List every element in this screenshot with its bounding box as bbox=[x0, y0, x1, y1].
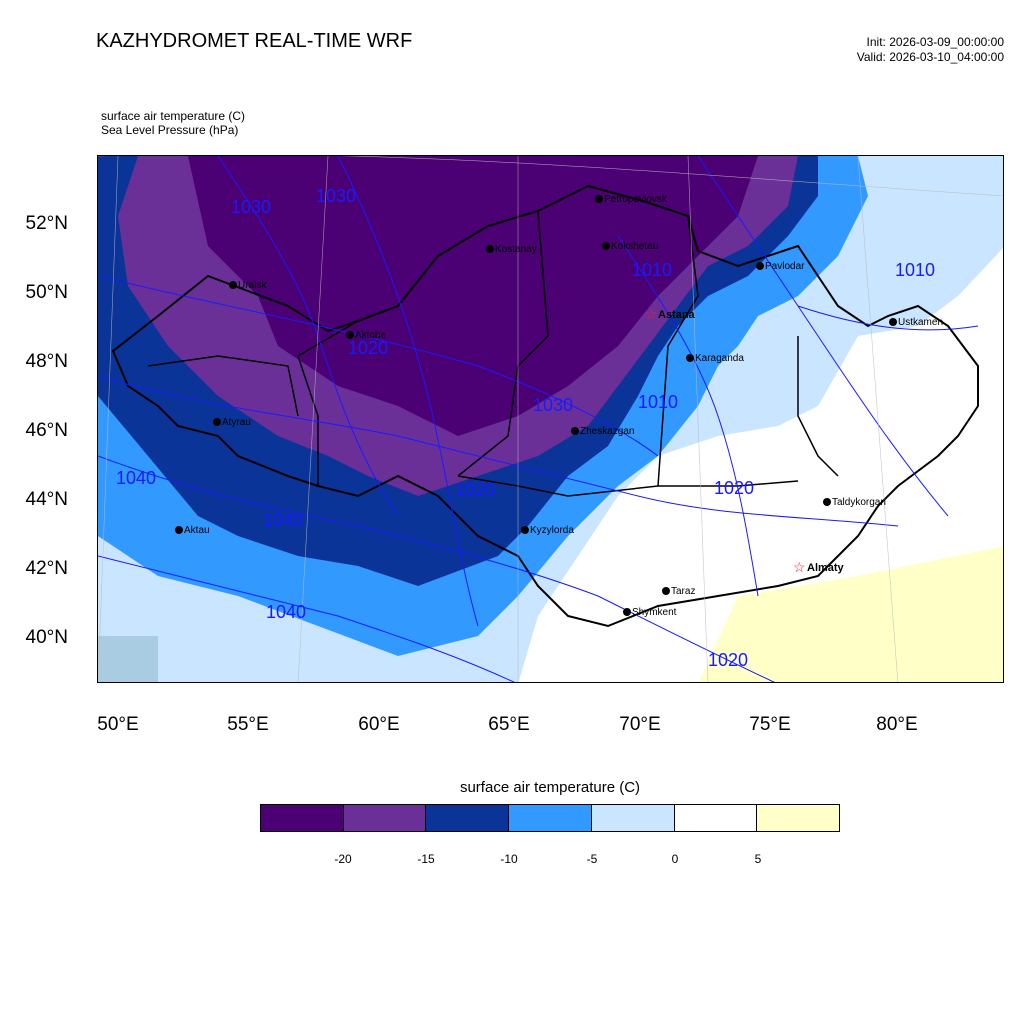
region-border-2 bbox=[657, 215, 699, 487]
city-dot bbox=[175, 526, 183, 534]
lat-label: 50°N bbox=[25, 282, 68, 303]
isobar-label: 1030 bbox=[533, 395, 573, 415]
colorbar-swatch bbox=[757, 805, 840, 831]
region-border-3 bbox=[457, 475, 799, 497]
colorbar bbox=[260, 804, 840, 832]
star-icon: ☆ bbox=[793, 559, 806, 575]
city-label: Taraz bbox=[671, 586, 695, 597]
city-dot bbox=[823, 498, 831, 506]
city-label: Taldykorgan bbox=[832, 497, 886, 508]
region-border-4 bbox=[297, 320, 359, 486]
region-border-5 bbox=[797, 336, 839, 477]
valid-time: Valid: 2026-03-10_04:00:00 bbox=[856, 50, 1004, 64]
star-icon: ☆ bbox=[645, 306, 658, 322]
city-label: Kokshetau bbox=[611, 241, 658, 252]
isobar-label-group: 1030 1030 1010 1010 1020 1010 1040 1030 … bbox=[116, 186, 935, 670]
city-dot bbox=[756, 262, 764, 270]
colorbar-label: -15 bbox=[417, 852, 435, 866]
lon-label: 60°E bbox=[358, 714, 400, 735]
lat-label: 42°N bbox=[25, 558, 68, 579]
colorbar-swatch bbox=[591, 805, 675, 831]
lon-label: 70°E bbox=[619, 714, 661, 735]
city-label: Zheskazgan bbox=[580, 426, 634, 437]
lat-label: 52°N bbox=[25, 213, 68, 234]
city-label: Ustkamen bbox=[898, 317, 943, 328]
map-title: KAZHYDROMET REAL-TIME WRF bbox=[96, 30, 413, 52]
city-dot bbox=[346, 331, 354, 339]
field-list: surface air temperature (C) Sea Level Pr… bbox=[101, 109, 245, 137]
city-label: Aktobe bbox=[355, 330, 387, 341]
isobar-label: 1030 bbox=[231, 197, 271, 217]
isobar-label: 1010 bbox=[895, 260, 935, 280]
field-temperature: surface air temperature (C) bbox=[101, 109, 246, 123]
isobar-label: 1020 bbox=[714, 478, 754, 498]
isobar-label: 1020 bbox=[708, 650, 748, 670]
isobar-label: 1040 bbox=[116, 468, 156, 488]
lon-label: 50°E bbox=[97, 714, 139, 735]
city-dot bbox=[889, 318, 897, 326]
isobar-label: 1020 bbox=[455, 480, 495, 500]
map-svg: 1030 1030 1010 1010 1020 1010 1040 1030 … bbox=[98, 156, 1003, 682]
city-label: Almaty bbox=[807, 562, 845, 574]
caspian-sea-corner bbox=[98, 636, 158, 682]
colorbar-swatch bbox=[674, 805, 758, 831]
city-label: Shymkent bbox=[632, 607, 677, 618]
city-dot bbox=[623, 608, 631, 616]
isobar-label: 1040 bbox=[266, 602, 306, 622]
isobar-label: 1030 bbox=[316, 186, 356, 206]
isobar-label: 1010 bbox=[632, 260, 672, 280]
city-dot bbox=[686, 354, 694, 362]
colorbar-swatch bbox=[509, 805, 592, 831]
region-border-6 bbox=[147, 355, 299, 417]
lon-label: 65°E bbox=[488, 714, 530, 735]
lat-label: 40°N bbox=[25, 627, 68, 648]
lat-label: 46°N bbox=[25, 420, 68, 441]
colorbar-swatch bbox=[343, 805, 427, 831]
colorbar-title: surface air temperature (C) bbox=[459, 779, 641, 796]
city-dot bbox=[595, 195, 603, 203]
city-label: Kostanay bbox=[495, 244, 537, 255]
colorbar-swatch bbox=[261, 805, 344, 831]
city-dot bbox=[486, 245, 494, 253]
country-border bbox=[111, 184, 979, 628]
lat-label: 44°N bbox=[25, 489, 68, 510]
map-panel: 1030 1030 1010 1010 1020 1010 1040 1030 … bbox=[97, 155, 1004, 683]
city-dot bbox=[213, 418, 221, 426]
temp-band-above-5 bbox=[698, 546, 1003, 682]
colorbar-label: 5 bbox=[754, 852, 762, 866]
colorbar-swatch bbox=[426, 805, 510, 831]
field-pressure: Sea Level Pressure (hPa) bbox=[101, 123, 239, 137]
colorbar-label: 0 bbox=[671, 852, 679, 866]
colorbar-label: -5 bbox=[586, 852, 598, 866]
city-group: Petropavlovsk Kostanay Kokshetau Pavloda… bbox=[175, 194, 943, 618]
city-label: Aktau bbox=[184, 525, 210, 536]
lat-label: 48°N bbox=[25, 351, 68, 372]
city-label: Atyrau bbox=[222, 417, 251, 428]
city-label: Petropavlovsk bbox=[604, 194, 668, 205]
city-dot bbox=[602, 242, 610, 250]
city-label: Astana bbox=[658, 309, 696, 321]
city-dot bbox=[521, 526, 529, 534]
city-label: Uralsk bbox=[238, 280, 267, 291]
lon-label: 75°E bbox=[749, 714, 791, 735]
run-info: Init: 2026-03-09_00:00:00 Valid: 2026-03… bbox=[857, 35, 1004, 65]
isobar-label: 1040 bbox=[263, 510, 303, 530]
city-dot bbox=[571, 427, 579, 435]
init-time: Init: 2026-03-09_00:00:00 bbox=[866, 35, 1004, 49]
isobar-label: 1020 bbox=[348, 338, 388, 358]
city-dot bbox=[662, 587, 670, 595]
lon-label: 80°E bbox=[876, 714, 918, 735]
colorbar-label: -10 bbox=[500, 852, 518, 866]
lon-label: 55°E bbox=[227, 714, 269, 735]
city-label: Kyzylorda bbox=[530, 525, 574, 536]
isobar-label: 1010 bbox=[638, 392, 678, 412]
city-label: Pavlodar bbox=[765, 261, 805, 272]
graticule bbox=[98, 156, 1003, 682]
isobar-lines bbox=[98, 156, 979, 682]
colorbar-label: -20 bbox=[334, 852, 352, 866]
city-dot bbox=[229, 281, 237, 289]
city-label: Karaganda bbox=[695, 353, 744, 364]
temp-band-below-minus20 bbox=[188, 156, 758, 436]
